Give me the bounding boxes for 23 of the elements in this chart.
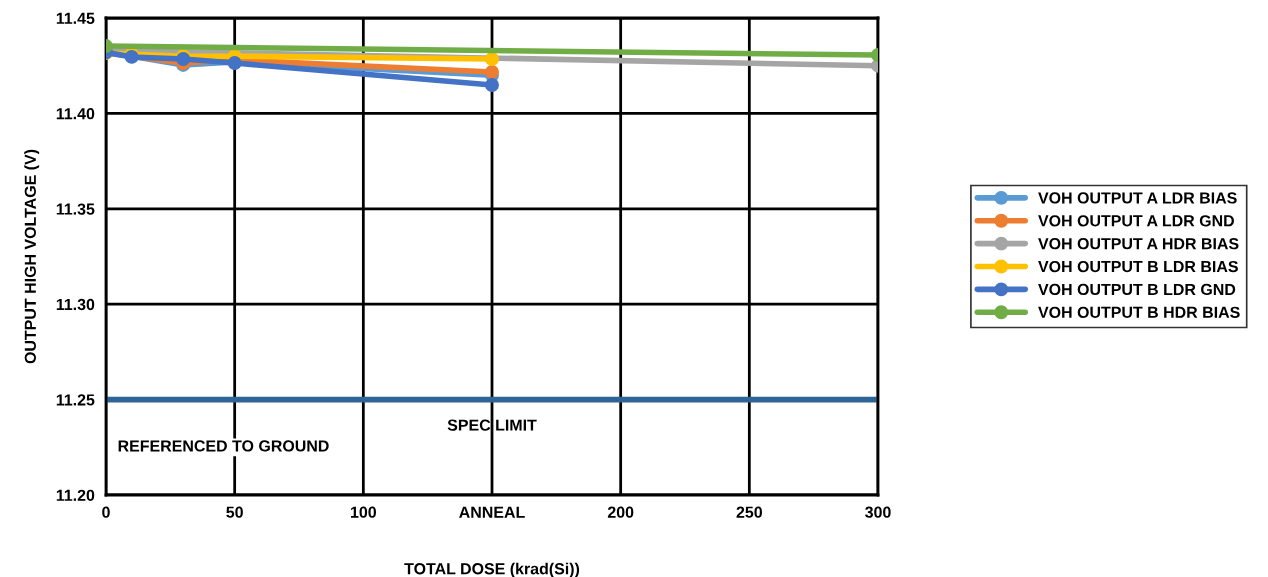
legend-label: VOH OUTPUT A LDR BIAS	[1038, 192, 1237, 204]
x-tick-label: 50	[226, 506, 243, 518]
legend-label: VOH OUTPUT B LDR GND	[1038, 283, 1236, 296]
y-tick-label: 11.25	[56, 394, 95, 406]
y-tick-label: 11.45	[56, 12, 95, 24]
x-tick-label: 100	[351, 506, 376, 518]
x-tick-label: 200	[607, 506, 634, 518]
y-tick-label: 11.40	[56, 108, 95, 120]
y-tick-label: 11.35	[56, 203, 95, 215]
x-tick-label: ANNEAL	[459, 506, 525, 518]
x-tick-label: 0	[102, 506, 110, 518]
y-axis-title: OUTPUT HIGH VOLTAGE (V)	[24, 149, 40, 364]
ref-line-label: SPEC LIMIT	[447, 419, 537, 431]
legend-label: VOH OUTPUT A LDR GND	[1038, 215, 1234, 227]
y-tick-label: 11.30	[56, 298, 95, 311]
legend-label: VOH OUTPUT A HDR BIAS	[1038, 238, 1239, 250]
legend-label: VOH OUTPUT B HDR BIAS	[1038, 306, 1240, 318]
legend-label: VOH OUTPUT B LDR BIAS	[1038, 260, 1238, 273]
x-axis-title: TOTAL DOSE (krad(Si))	[404, 562, 580, 577]
x-tick-label: 250	[736, 506, 762, 518]
annotation: REFERENCED TO GROUND	[118, 440, 329, 452]
x-tick-label: 300	[865, 506, 891, 518]
y-tick-label: 11.20	[56, 489, 95, 501]
